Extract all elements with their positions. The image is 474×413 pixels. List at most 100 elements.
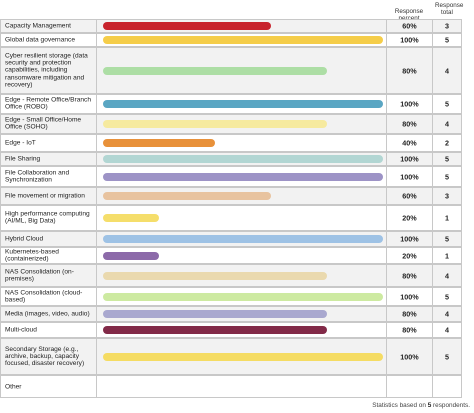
category-label: File Collaboration and Synchronization <box>5 169 70 184</box>
total-cell: 1 <box>432 205 462 231</box>
category-label: Capacity Management <box>5 22 71 30</box>
total-cell <box>432 375 462 398</box>
bar-cell <box>96 247 386 264</box>
table-row: Capacity Management 60% 3 <box>0 19 462 33</box>
percent-cell: 20% <box>386 247 432 264</box>
response-percent-value: 100% <box>400 352 419 361</box>
response-bar <box>103 326 327 334</box>
bar-cell <box>96 94 386 114</box>
label-cell: Other <box>0 375 96 398</box>
category-label: File Sharing <box>5 155 41 163</box>
percent-cell: 80% <box>386 306 432 322</box>
response-bar <box>103 352 383 361</box>
percent-cell <box>386 375 432 398</box>
table-row: NAS Consolidation (cloud-based) 100% 5 <box>0 287 462 306</box>
total-cell: 3 <box>432 19 462 33</box>
bar-track <box>103 22 383 30</box>
total-cell: 5 <box>432 231 462 247</box>
bar-track <box>103 192 383 200</box>
response-percent-value: 60% <box>402 21 417 31</box>
response-percent-value: 80% <box>402 325 417 335</box>
table-row: Hybrid Cloud 100% 5 <box>0 231 462 247</box>
response-total-value: 4 <box>445 271 449 280</box>
bar-cell <box>96 166 386 187</box>
bar-cell <box>96 205 386 231</box>
table-row: Edge - Small Office/Home Office (SOHO) 80… <box>0 114 462 134</box>
category-label: Multi-cloud <box>5 326 37 334</box>
response-bar <box>103 100 383 108</box>
percent-cell: 100% <box>386 338 432 375</box>
response-bar <box>103 155 383 163</box>
category-label: Edge - Remote Office/Branch Office (ROBO… <box>5 96 92 111</box>
category-label: File movement or migration <box>5 192 85 200</box>
percent-cell: 80% <box>386 114 432 134</box>
footer-suffix: respondents <box>433 402 469 409</box>
total-cell: 4 <box>432 322 462 338</box>
category-label: Other <box>5 382 22 390</box>
total-cell: 4 <box>432 47 462 94</box>
response-bar <box>103 271 327 280</box>
response-bar <box>103 192 271 200</box>
category-label: Edge - IoT <box>5 139 36 147</box>
total-cell: 3 <box>432 187 462 205</box>
percent-cell: 100% <box>386 231 432 247</box>
bar-track <box>103 292 383 301</box>
response-bar <box>103 36 383 44</box>
percent-cell: 100% <box>386 166 432 187</box>
response-percent-value: 80% <box>402 309 417 319</box>
bar-cell <box>96 187 386 205</box>
bar-track <box>103 310 383 318</box>
response-total-value: 3 <box>445 191 449 201</box>
response-percent-value: 100% <box>400 172 419 181</box>
percent-cell: 60% <box>386 19 432 33</box>
table-row: Global data governance 100% 5 <box>0 33 462 47</box>
total-cell: 5 <box>432 33 462 47</box>
response-percent-value: 100% <box>400 35 419 45</box>
total-cell: 5 <box>432 94 462 114</box>
response-percent-value: 80% <box>402 271 417 280</box>
bar-cell <box>96 134 386 152</box>
header-response-total-label: Response total <box>435 2 464 16</box>
bar-track <box>103 100 383 108</box>
total-cell: 2 <box>432 134 462 152</box>
label-cell: Global data governance <box>0 33 96 47</box>
bar-track <box>103 120 383 128</box>
response-bar <box>103 172 383 181</box>
label-cell: Hybrid Cloud <box>0 231 96 247</box>
response-percent-value: 20% <box>402 251 417 260</box>
bar-cell <box>96 306 386 322</box>
bar-cell <box>96 47 386 94</box>
header-response-percent: Response percent <box>386 0 432 22</box>
category-label: NAS Consolidation (cloud-based) <box>5 289 83 304</box>
table-row: Multi-cloud 80% 4 <box>0 322 462 338</box>
category-label: NAS Consolidation (on-premises) <box>5 268 74 283</box>
label-cell: Multi-cloud <box>0 322 96 338</box>
response-total-value: 5 <box>445 352 449 361</box>
total-cell: 4 <box>432 264 462 287</box>
response-total-value: 1 <box>445 213 449 223</box>
table-row: Edge - Remote Office/Branch Office (ROBO… <box>0 94 462 114</box>
response-bar <box>103 139 215 147</box>
label-cell: Media (images, video, audio) <box>0 306 96 322</box>
total-cell: 1 <box>432 247 462 264</box>
bar-track <box>103 352 383 361</box>
response-bar <box>103 251 159 260</box>
percent-cell: 40% <box>386 134 432 152</box>
bar-track <box>103 271 383 280</box>
bar-cell <box>96 152 386 166</box>
percent-cell: 60% <box>386 187 432 205</box>
percent-cell: 100% <box>386 94 432 114</box>
response-total-value: 5 <box>445 99 449 109</box>
label-cell: File Collaboration and Synchronization <box>0 166 96 187</box>
percent-cell: 80% <box>386 264 432 287</box>
response-bar <box>103 120 327 128</box>
response-total-value: 1 <box>445 251 449 260</box>
category-label: Hybrid Cloud <box>5 235 44 243</box>
bar-track <box>103 66 383 75</box>
bar-cell <box>96 19 386 33</box>
category-label: Secondary Storage (e.g., archive, backup… <box>5 345 85 368</box>
total-cell: 5 <box>432 166 462 187</box>
response-percent-value: 20% <box>402 213 417 223</box>
bar-cell <box>96 231 386 247</box>
